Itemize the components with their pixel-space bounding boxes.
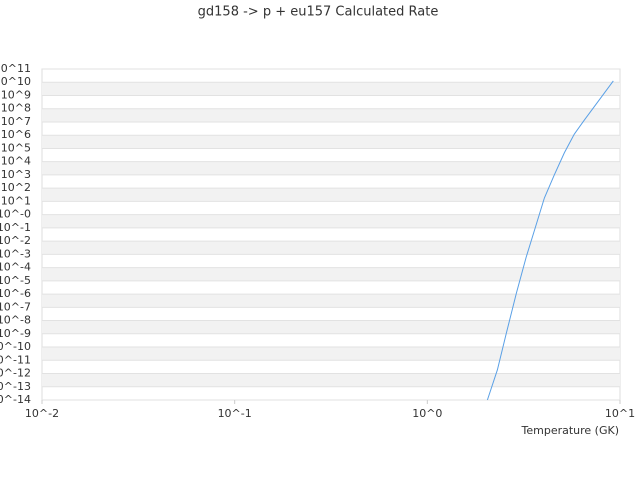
y-tick-label: 10^6: [1, 128, 31, 141]
x-tick-label: 10^0: [412, 407, 442, 420]
y-tick-label: 10^-7: [0, 300, 31, 313]
y-tick-label: 10^-8: [0, 314, 31, 327]
x-tick-label: 10^-1: [218, 407, 252, 420]
y-tick-label: 10^5: [1, 141, 31, 154]
grid-band: [42, 82, 620, 96]
grid-band: [42, 135, 620, 149]
grid-band: [42, 214, 620, 228]
grid-band: [42, 108, 620, 122]
x-tick-label: 10^-2: [25, 407, 59, 420]
y-tick-label: 10^11: [0, 62, 31, 75]
grid-band: [42, 188, 620, 202]
grid-band: [42, 241, 620, 255]
plot-background: [41, 68, 621, 401]
y-tick-label: 10^9: [1, 88, 31, 101]
grid-band: [42, 267, 620, 281]
y-tick-label: 10^-0: [0, 208, 31, 221]
y-tick-label: 10^8: [1, 102, 31, 115]
grid-band: [42, 347, 620, 361]
grid-band: [42, 320, 620, 334]
x-tick-label: 10^1: [605, 407, 635, 420]
y-tick-label: 10^-2: [0, 234, 31, 247]
y-tick-label: 10^-10: [0, 340, 31, 353]
y-tick-label: 10^-13: [0, 380, 31, 393]
y-tick-label: 10^-5: [0, 274, 31, 287]
grid-band: [42, 373, 620, 387]
y-tick-label: 10^-1: [0, 221, 31, 234]
chart-title: gd158 -> p + eu157 Calculated Rate: [198, 5, 439, 20]
y-tick-label: 10^10: [0, 75, 31, 88]
y-tick-label: 10^-4: [0, 261, 31, 274]
y-tick-label: 10^-12: [0, 367, 31, 380]
y-tick-label: 10^7: [1, 115, 31, 128]
y-tick-label: 10^4: [1, 155, 31, 168]
y-tick-label: 10^-6: [0, 287, 31, 300]
y-tick-label: 10^-11: [0, 353, 31, 366]
x-axis-label: Temperature (GK): [521, 424, 620, 437]
y-tick-label: 10^-3: [0, 247, 31, 260]
data-line: [486, 80, 614, 401]
plot-area: [41, 68, 621, 401]
grid-band: [42, 294, 620, 308]
y-tick-label: 10^2: [1, 181, 31, 194]
y-tick-label: 10^-9: [0, 327, 31, 340]
y-tick-label: 10^-14: [0, 393, 31, 406]
grid-band: [42, 161, 620, 175]
y-tick-label: 10^3: [1, 168, 31, 181]
y-tick-label: 10^1: [1, 194, 31, 207]
